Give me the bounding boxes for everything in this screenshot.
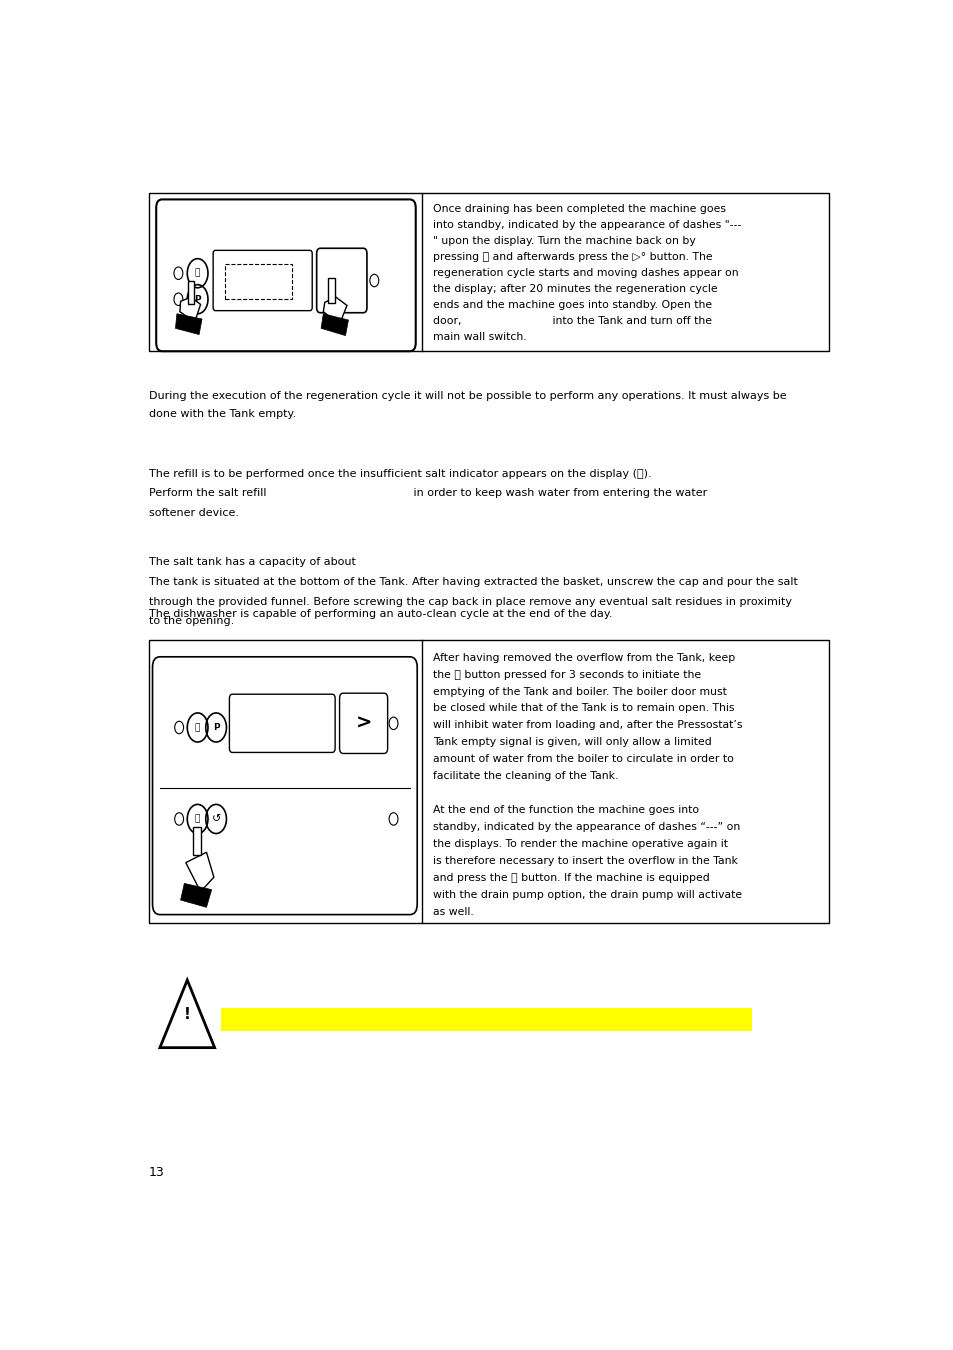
FancyBboxPatch shape xyxy=(213,250,312,310)
Text: ⏻: ⏻ xyxy=(194,724,200,732)
Text: ⏻: ⏻ xyxy=(194,814,200,824)
Text: The dishwasher is capable of performing an auto-clean cycle at the end of the da: The dishwasher is capable of performing … xyxy=(149,609,612,620)
Text: ⏻: ⏻ xyxy=(194,269,200,278)
FancyBboxPatch shape xyxy=(221,1008,751,1031)
Polygon shape xyxy=(188,281,193,304)
Text: is therefore necessary to insert the overflow in the Tank: is therefore necessary to insert the ove… xyxy=(433,856,738,865)
Polygon shape xyxy=(186,852,213,892)
Text: through the provided funnel. Before screwing the cap back in place remove any ev: through the provided funnel. Before scre… xyxy=(149,597,791,606)
Polygon shape xyxy=(160,980,214,1048)
Text: Tank empty signal is given, will only allow a limited: Tank empty signal is given, will only al… xyxy=(433,737,712,748)
Text: emptying of the Tank and boiler. The boiler door must: emptying of the Tank and boiler. The boi… xyxy=(433,687,726,697)
FancyBboxPatch shape xyxy=(156,200,416,351)
Text: door,                          into the Tank and turn off the: door, into the Tank and turn off the xyxy=(433,316,712,327)
Text: >: > xyxy=(355,714,372,733)
FancyBboxPatch shape xyxy=(229,694,335,752)
Polygon shape xyxy=(180,297,200,323)
Text: and press the ⓪ button. If the machine is equipped: and press the ⓪ button. If the machine i… xyxy=(433,873,709,883)
Text: During the execution of the regeneration cycle it will not be possible to perfor: During the execution of the regeneration… xyxy=(149,390,785,401)
Text: Once draining has been completed the machine goes: Once draining has been completed the mac… xyxy=(433,204,726,213)
Text: P: P xyxy=(213,724,219,732)
Text: softener device.: softener device. xyxy=(149,508,238,518)
Text: facilitate the cleaning of the Tank.: facilitate the cleaning of the Tank. xyxy=(433,771,618,782)
Polygon shape xyxy=(193,828,200,856)
Text: pressing ⓪ and afterwards press the ▷° button. The: pressing ⓪ and afterwards press the ▷° b… xyxy=(433,252,712,262)
FancyBboxPatch shape xyxy=(316,248,367,313)
Text: regeneration cycle starts and moving dashes appear on: regeneration cycle starts and moving das… xyxy=(433,269,739,278)
Polygon shape xyxy=(323,297,347,324)
Text: The salt tank has a capacity of about: The salt tank has a capacity of about xyxy=(149,558,355,567)
Text: " upon the display. Turn the machine back on by: " upon the display. Turn the machine bac… xyxy=(433,236,696,246)
Polygon shape xyxy=(328,278,335,304)
Text: the display; after 20 minutes the regeneration cycle: the display; after 20 minutes the regene… xyxy=(433,284,718,294)
FancyBboxPatch shape xyxy=(149,193,828,351)
FancyBboxPatch shape xyxy=(152,657,416,914)
Text: At the end of the function the machine goes into: At the end of the function the machine g… xyxy=(433,805,699,815)
Text: main wall switch.: main wall switch. xyxy=(433,332,527,343)
Text: be closed while that of the Tank is to remain open. This: be closed while that of the Tank is to r… xyxy=(433,703,734,714)
FancyBboxPatch shape xyxy=(225,263,292,300)
Text: After having removed the overflow from the Tank, keep: After having removed the overflow from t… xyxy=(433,652,735,663)
Text: P: P xyxy=(194,294,201,304)
Text: will inhibit water from loading and, after the Pressostat’s: will inhibit water from loading and, aft… xyxy=(433,721,742,730)
Polygon shape xyxy=(175,313,202,335)
Text: standby, indicated by the appearance of dashes “---” on: standby, indicated by the appearance of … xyxy=(433,822,740,832)
FancyBboxPatch shape xyxy=(149,640,828,923)
Text: the displays. To render the machine operative again it: the displays. To render the machine oper… xyxy=(433,840,728,849)
Polygon shape xyxy=(180,883,212,907)
Text: to the opening.: to the opening. xyxy=(149,616,233,626)
Text: ↺: ↺ xyxy=(212,814,220,824)
Text: !: ! xyxy=(184,1007,191,1022)
Text: amount of water from the boiler to circulate in order to: amount of water from the boiler to circu… xyxy=(433,755,734,764)
Text: done with the Tank empty.: done with the Tank empty. xyxy=(149,409,295,420)
Text: ends and the machine goes into standby. Open the: ends and the machine goes into standby. … xyxy=(433,300,712,310)
Text: 13: 13 xyxy=(149,1165,165,1179)
Text: into standby, indicated by the appearance of dashes "---: into standby, indicated by the appearanc… xyxy=(433,220,740,230)
Text: as well.: as well. xyxy=(433,907,474,917)
Text: Perform the salt refill                                          in order to kee: Perform the salt refill in order to kee xyxy=(149,489,706,498)
Text: the ⓪ button pressed for 3 seconds to initiate the: the ⓪ button pressed for 3 seconds to in… xyxy=(433,670,700,679)
Text: The tank is situated at the bottom of the Tank. After having extracted the baske: The tank is situated at the bottom of th… xyxy=(149,576,797,587)
Polygon shape xyxy=(321,313,348,336)
Text: The refill is to be performed once the insufficient salt indicator appears on th: The refill is to be performed once the i… xyxy=(149,468,651,479)
FancyBboxPatch shape xyxy=(339,693,387,753)
Text: with the drain pump option, the drain pump will activate: with the drain pump option, the drain pu… xyxy=(433,890,741,900)
